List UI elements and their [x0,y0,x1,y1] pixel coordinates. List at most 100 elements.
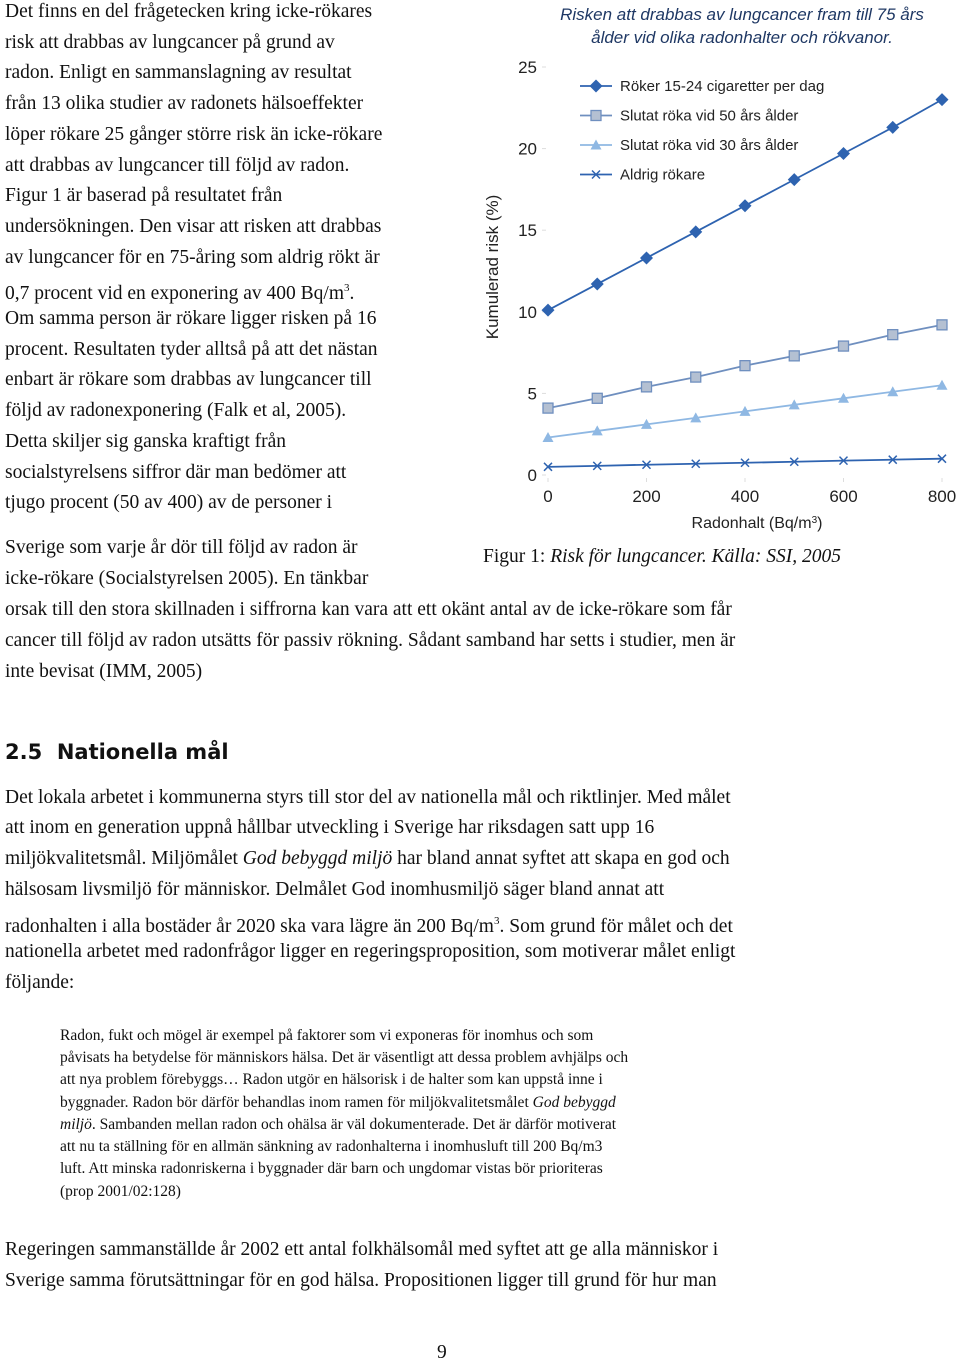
marker-square [837,340,850,352]
text-line: Regeringen sammanställde år 2002 ett ant… [5,1238,718,1262]
marker-square [788,350,800,362]
marker-x [789,457,799,467]
superscript: 3 [812,515,818,526]
x-axis-label: Radonhalt (Bq/m3) [692,515,823,533]
x-tick-label: 0 [543,487,552,506]
marker-x [543,462,553,472]
marker-triangle [590,139,602,150]
superscript: 3 [344,282,350,295]
marker-x [641,460,652,470]
text-line: radon. Enligt en sammanslagning av resul… [5,61,352,85]
text-line: (prop 2001/02:128) [60,1182,181,1202]
marker-triangle [739,405,751,416]
x-tick-label: 400 [731,487,759,506]
text-run: Regeringen sammanställde år 2002 ett ant… [5,1239,719,1260]
page-number: 9 [437,1342,447,1363]
text-run: har bland annat syftet att skapa en god … [392,848,730,869]
text-line: Det finns en del frågetecken kring icke-… [5,0,372,24]
text-line: följd av radonexponering (Falk et al, 20… [5,399,346,423]
italic-text: Risk för lungcancer. Källa: SSI, 2005 [550,546,842,567]
x-tick-label: 800 [928,487,956,506]
y-tick-label: 5 [528,384,537,403]
y-tick-label: 0 [528,466,537,485]
marker-square [887,328,899,341]
figure-caption: Figur 1: Risk för lungcancer. Källa: SSI… [483,545,841,569]
text-run: löper rökare 25 gånger större risk än ic… [5,123,383,145]
marker-square [690,371,702,383]
text-line: följande: [5,971,74,995]
text-line: luft. Att minska radonriskerna i byggnad… [60,1159,603,1179]
text-run: . Som grund för målet och det [499,916,733,937]
text-line: undersökningen. Den visar att risken att… [5,215,381,239]
text-run: Sverige som varje år dör till följd av r… [5,537,358,558]
text-run: följande: [5,972,75,993]
text-line: enbart är rökare som drabbas av lungcanc… [5,368,372,392]
text-line: miljökvalitetsmål. Miljömålet God bebygg… [5,847,730,871]
text-run: 0,7 procent vid en exponering av 400 Bq/… [5,283,345,305]
text-run: Radonhalt (Bq/m [692,515,812,532]
text-line: att nu ta ställning för en allmän sänkni… [60,1137,602,1157]
section-number: 2.5 [5,740,43,764]
section-heading: 2.5 Nationella mål [5,740,229,764]
marker-x [592,461,602,471]
text-run: Detta skiljer sig ganska kraftigt från [5,430,287,452]
text-run: orsak till den stora skillnaden i siffro… [5,599,732,620]
marker-square [739,360,751,372]
text-run: luft. Att minska radonriskerna i byggnad… [60,1160,603,1177]
text-line: inte bevisat (IMM, 2005) [5,660,202,684]
marker-diamond [837,146,850,160]
text-run: undersökningen. Den visar att risken att… [5,215,382,237]
text-line: 0,7 procent vid en exponering av 400 Bq/… [5,276,354,306]
text-run: (prop 2001/02:128) [60,1183,181,1200]
text-run: av lungcancer för en 75-åring som aldrig… [5,246,380,268]
marker-diamond [787,173,801,187]
text-line: löper rökare 25 gånger större risk än ic… [5,123,382,147]
text-line: Figur 1 är baserad på resultatet från [5,184,282,208]
text-run: Det finns en del frågetecken kring icke-… [5,1,373,22]
legend-label: Slutat röka vid 30 års ålder [620,137,798,154]
chart-title: Risken att drabbas av lungcancer fram ti… [560,5,924,24]
chart: Risken att drabbas av lungcancer fram ti… [483,5,956,533]
italic-text: miljö [60,1116,92,1133]
marker-x [691,459,701,469]
text-line: att nya problem förebyggs… Radon utgör e… [60,1070,603,1090]
text-run: att nu ta ställning för en allmän sänkni… [60,1138,603,1155]
text-run: enbart är rökare som drabbas av lungcanc… [5,369,372,391]
chart-title: ålder vid olika radonhalter och rökvanor… [591,28,893,47]
y-tick-label: 10 [518,303,537,322]
italic-text: God bebyggd [532,1094,616,1111]
marker-square [936,319,948,331]
marker-triangle [887,386,899,397]
text-run: hälsosam livsmiljö för människor. Delmål… [5,879,665,900]
text-line: socialstyrelsens siffror där man bedömer… [5,461,346,485]
text-line: Om samma person är rökare ligger risken … [5,307,376,331]
marker-square [590,109,602,122]
marker-diamond [541,303,555,317]
text-run: följd av radonexponering (Falk et al, 20… [5,400,347,422]
text-line: risk att drabbas av lungcancer på grund … [5,31,335,55]
text-run: Figur 1 är baserad på resultatet från [5,185,283,207]
marker-triangle [690,412,702,423]
text-run: att inom en generation uppnå hållbar utv… [5,817,655,838]
text-run: Radon, fukt och mögel är exempel på fakt… [60,1027,594,1044]
text-run: att drabbas av lungcancer till följd av … [5,154,350,176]
superscript: 3 [493,915,500,927]
text-run: inte bevisat (IMM, 2005) [5,661,203,682]
text-line: Detta skiljer sig ganska kraftigt från [5,430,286,454]
text-line: hälsosam livsmiljö för människor. Delmål… [5,878,664,902]
text-run: Om samma person är rökare ligger risken … [5,308,377,329]
marker-diamond [738,199,752,213]
legend-label: Röker 15-24 cigaretter per dag [620,78,824,95]
text-run: radon. Enligt en sammanslagning av resul… [5,62,352,84]
text-run: ) [817,515,822,532]
marker-triangle [591,425,603,436]
text-line: från 13 olika studier av radonets hälsoe… [5,92,363,116]
marker-triangle [641,418,652,429]
italic-text: God bebyggd miljö [242,848,393,869]
legend-label: Slutat röka vid 50 års ålder [620,108,798,125]
text-run: . Sambanden mellan radon och ohälsa är v… [91,1116,617,1133]
text-line: miljö. Sambanden mellan radon och ohälsa… [60,1115,616,1135]
text-line: att inom en generation uppnå hållbar utv… [5,816,654,840]
text-run: tjugo procent (50 av 400) av de personer… [5,492,333,514]
marker-x [937,454,947,464]
